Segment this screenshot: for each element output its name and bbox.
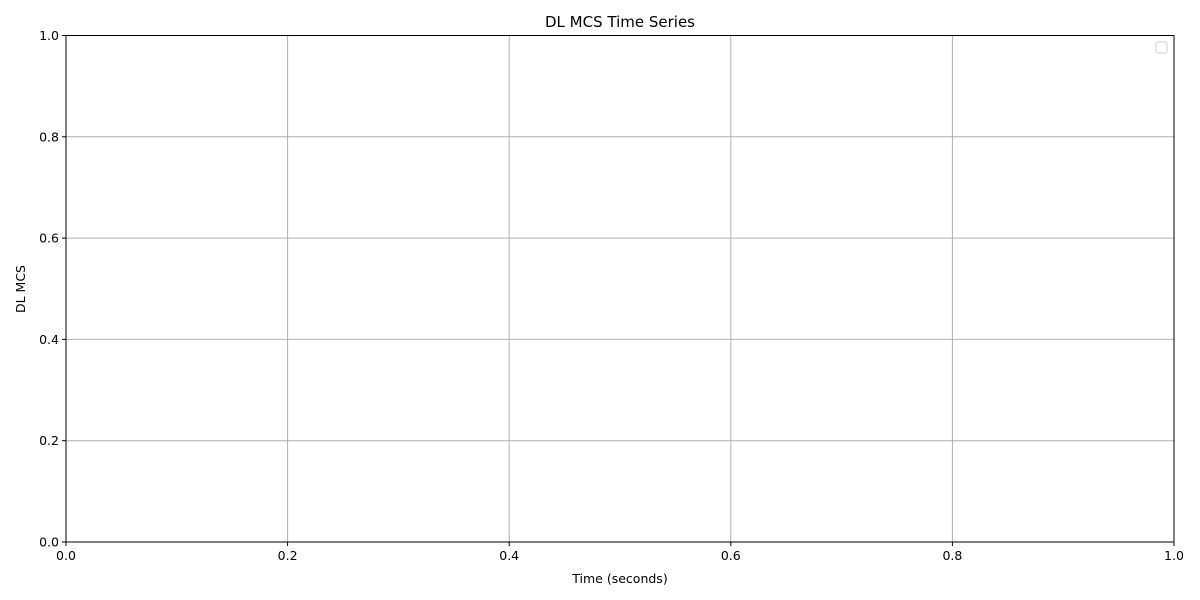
y-axis-label: DL MCS [13,265,28,313]
x-axis-label: Time (seconds) [571,571,667,586]
x-tick-label: 0.6 [721,548,741,563]
y-tick-label: 0.4 [39,332,59,347]
chart-title: DL MCS Time Series [545,13,695,31]
x-tick-label: 0.8 [942,548,962,563]
y-tick-label: 0.8 [39,129,59,144]
legend-box [1155,41,1168,54]
axis-ticks: 0.0 0.2 0.4 0.6 0.8 1.0 0.0 0.2 0.4 0.6 0.8 1.0 [39,28,1184,563]
y-tick-label: 0.0 [39,535,59,550]
x-tick-label: 1.0 [1164,548,1184,563]
x-tick-label: 0.0 [56,548,76,563]
plot-area-frame [65,35,1175,543]
grid-lines [66,35,1174,542]
x-tick-label: 0.2 [278,548,298,563]
y-tick-label: 1.0 [39,28,59,43]
x-tick-label: 0.4 [499,548,519,563]
y-tick-label: 0.6 [39,231,59,246]
y-tick-label: 0.2 [39,433,59,448]
